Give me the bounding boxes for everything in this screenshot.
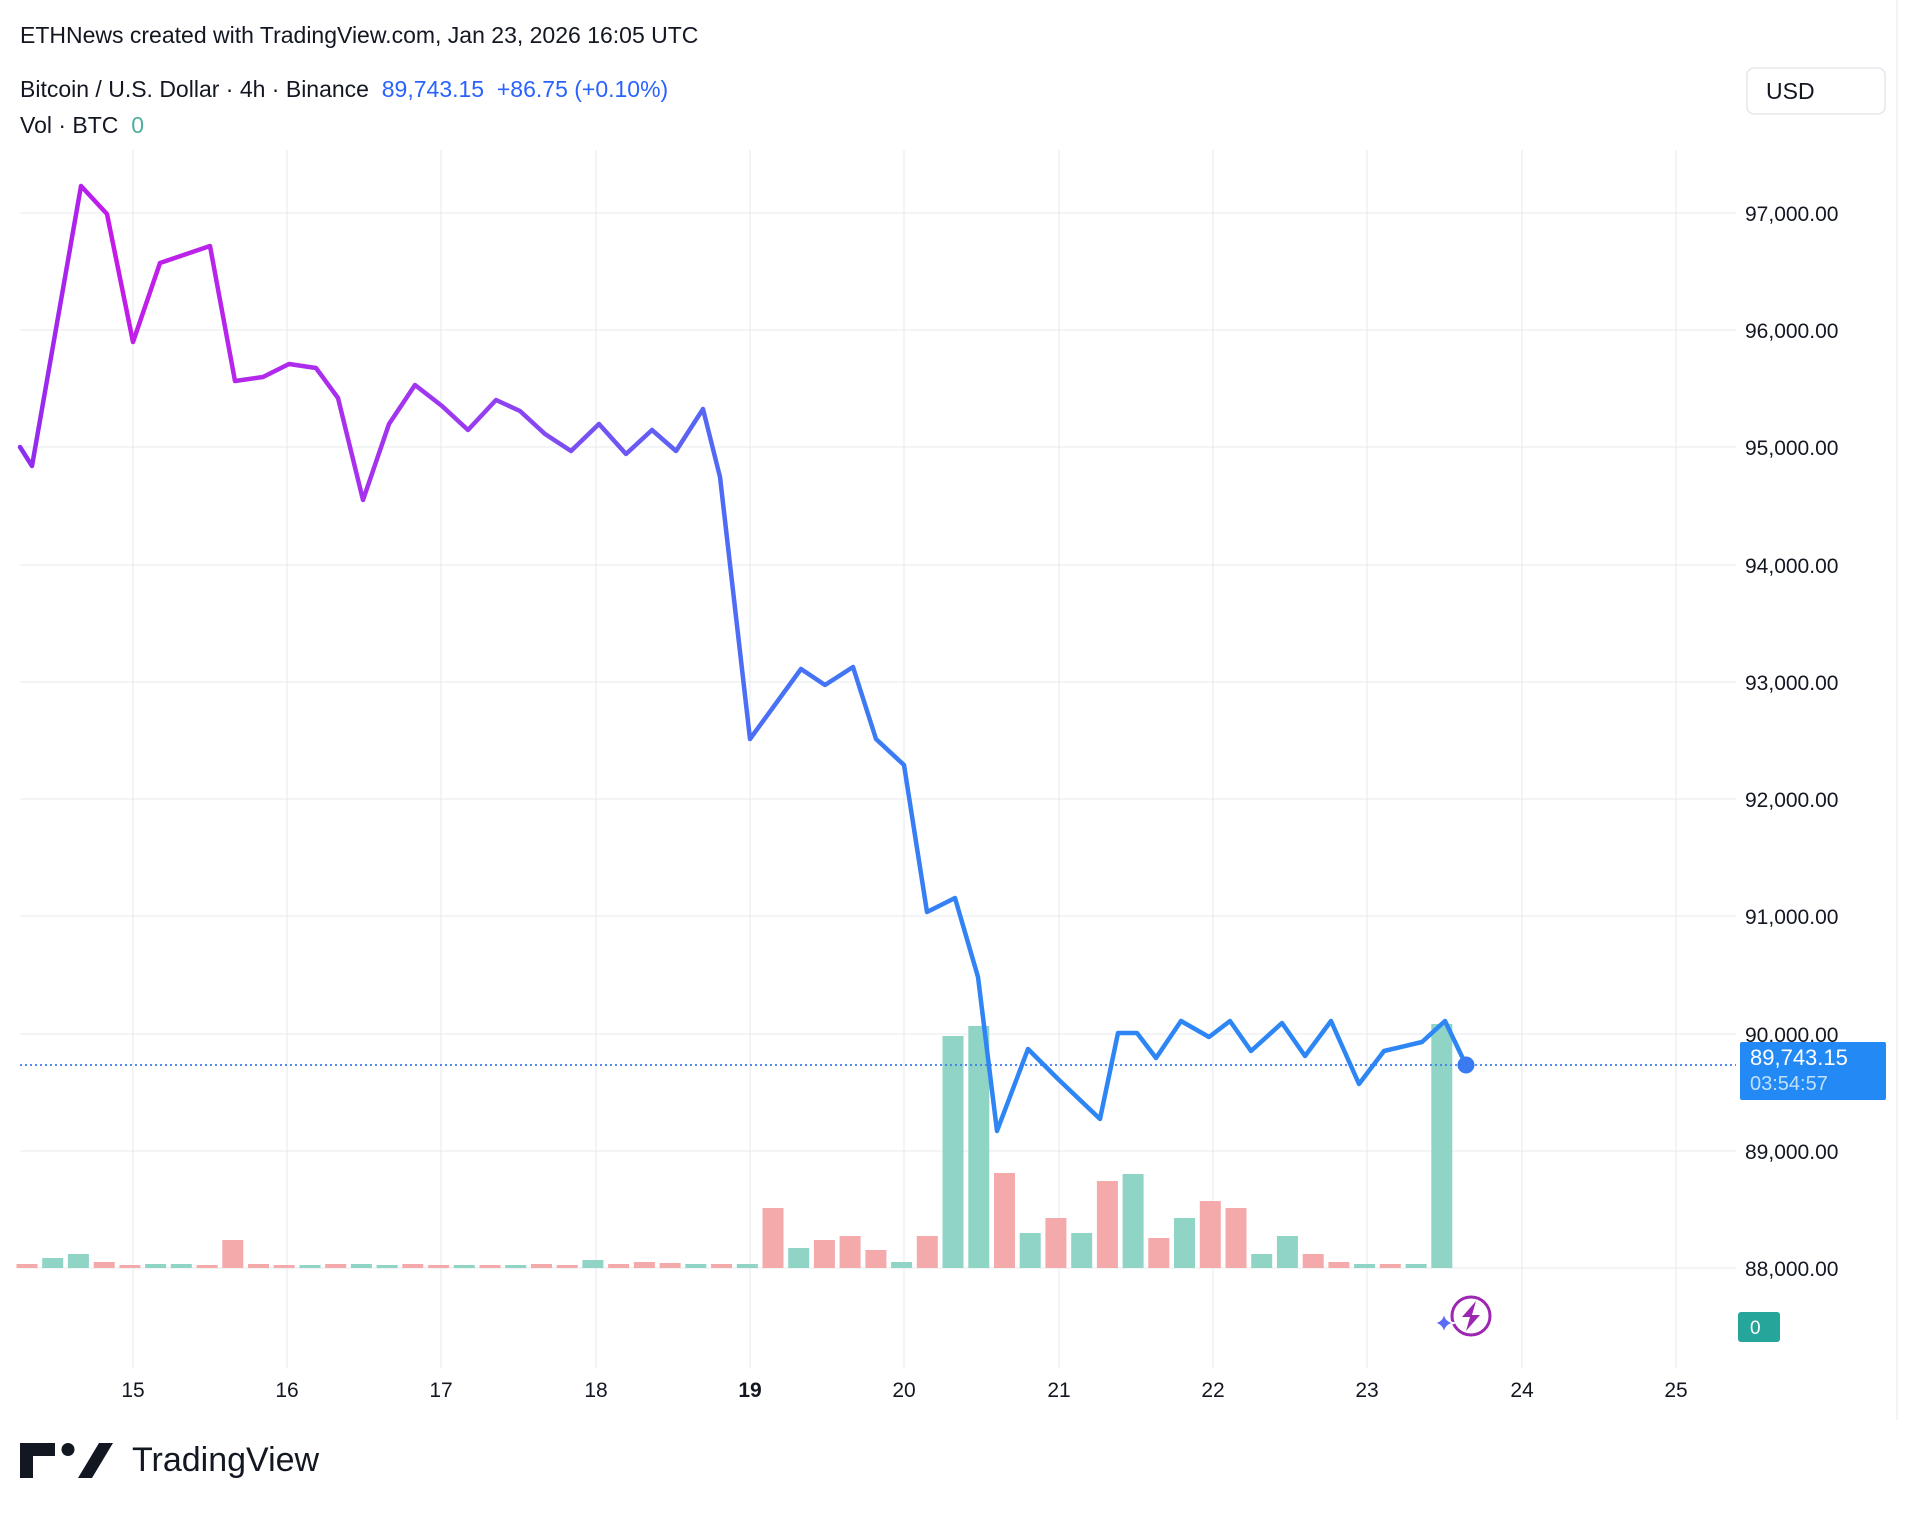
svg-text:0: 0 xyxy=(1750,1318,1761,1339)
svg-text:25: 25 xyxy=(1664,1379,1687,1402)
svg-text:95,000.00: 95,000.00 xyxy=(1745,437,1838,460)
svg-text:17: 17 xyxy=(429,1379,452,1402)
svg-text:97,000.00: 97,000.00 xyxy=(1745,203,1838,226)
svg-text:94,000.00: 94,000.00 xyxy=(1745,555,1838,578)
svg-text:TradingView: TradingView xyxy=(132,1441,320,1479)
svg-text:92,000.00: 92,000.00 xyxy=(1745,789,1838,812)
svg-text:89,743.15: 89,743.15 xyxy=(1750,1045,1848,1070)
svg-text:88,000.00: 88,000.00 xyxy=(1745,1258,1838,1281)
svg-text:15: 15 xyxy=(121,1379,144,1402)
svg-text:93,000.00: 93,000.00 xyxy=(1745,672,1838,695)
svg-text:22: 22 xyxy=(1201,1379,1224,1402)
svg-text:23: 23 xyxy=(1355,1379,1378,1402)
svg-text:19: 19 xyxy=(738,1379,761,1402)
svg-text:89,000.00: 89,000.00 xyxy=(1745,1141,1838,1164)
svg-text:18: 18 xyxy=(584,1379,607,1402)
svg-text:20: 20 xyxy=(892,1379,915,1402)
svg-text:16: 16 xyxy=(275,1379,298,1402)
svg-text:21: 21 xyxy=(1047,1379,1070,1402)
svg-text:24: 24 xyxy=(1510,1379,1534,1402)
svg-text:03:54:57: 03:54:57 xyxy=(1750,1073,1828,1095)
svg-text:96,000.00: 96,000.00 xyxy=(1745,320,1838,343)
svg-text:USD: USD xyxy=(1766,78,1815,104)
svg-text:91,000.00: 91,000.00 xyxy=(1745,906,1838,929)
